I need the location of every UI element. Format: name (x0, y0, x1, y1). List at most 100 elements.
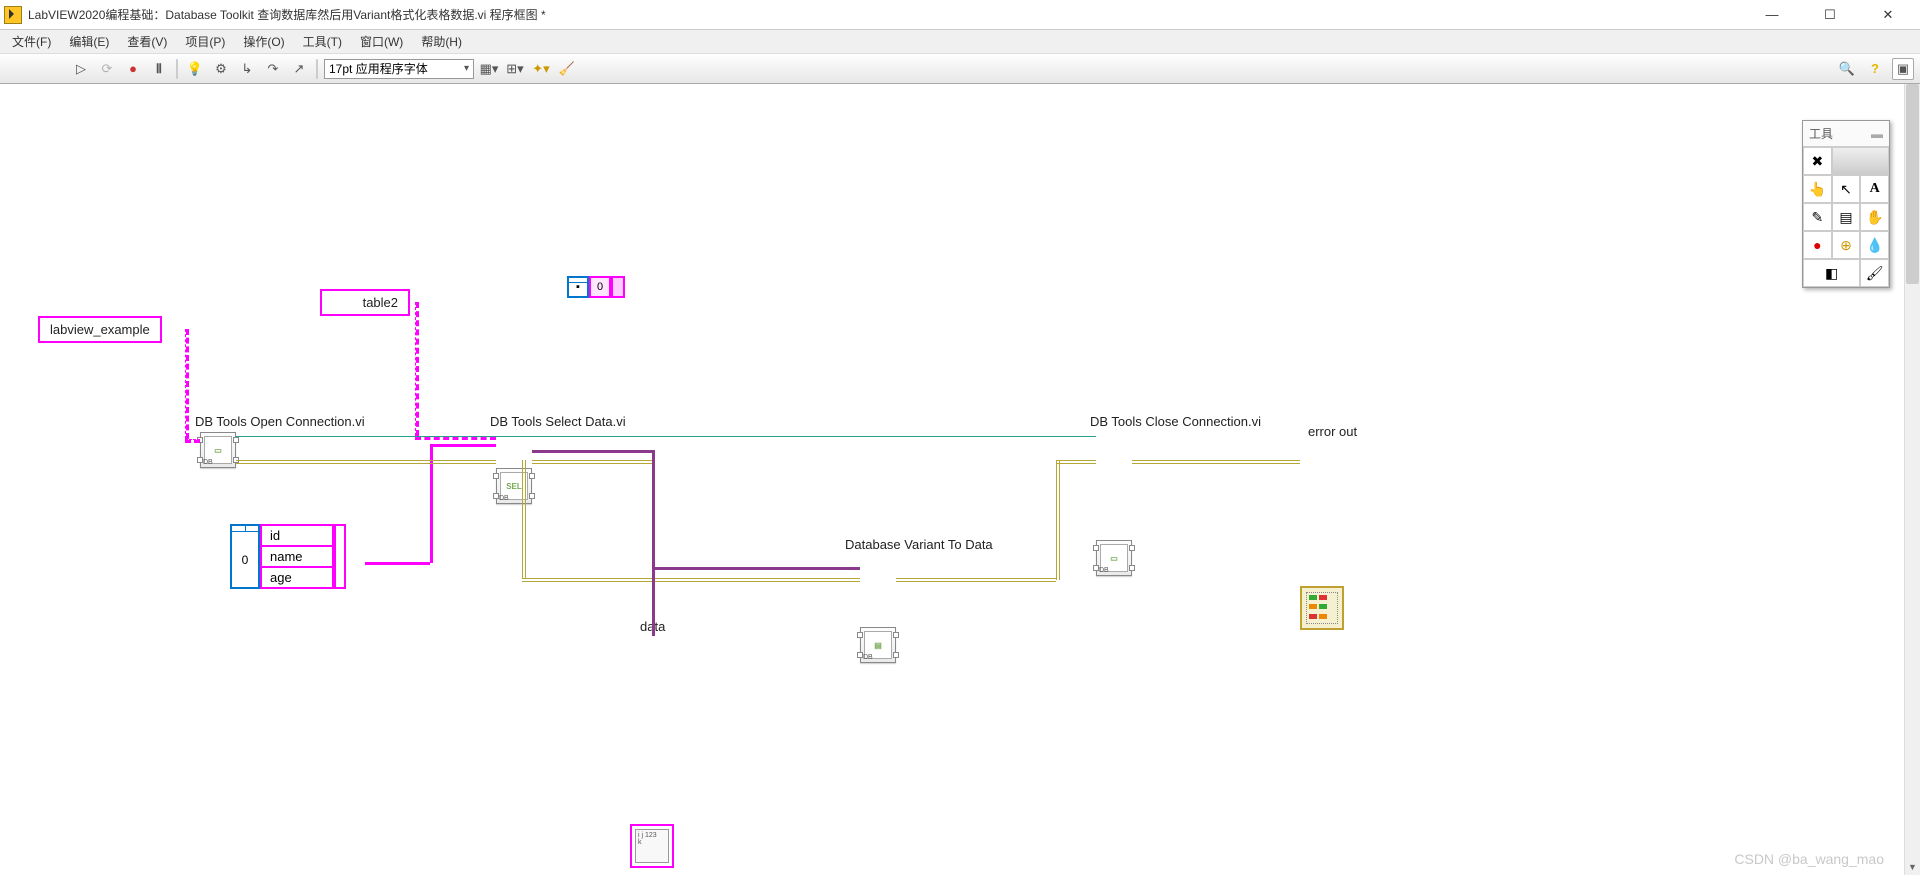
string-constant-table[interactable]: table2 (320, 289, 410, 316)
separator (176, 59, 178, 79)
indicator-data[interactable]: i j 123k (630, 824, 674, 868)
tool-scroll-icon[interactable]: ✋ (1860, 203, 1889, 231)
wire-error (236, 460, 496, 464)
cleanup-button[interactable]: 🧹 (556, 58, 578, 80)
distribute-button[interactable]: ⊞▾ (504, 58, 526, 80)
maximize-button[interactable]: ☐ (1810, 4, 1850, 26)
step-into-button[interactable]: ↳ (236, 58, 258, 80)
abort-button[interactable]: ● (122, 58, 144, 80)
scroll-down-icon[interactable]: ▼ (1905, 859, 1920, 875)
menu-tools[interactable]: 工具(T) (297, 31, 348, 52)
vi-label: DB Tools Open Connection.vi (195, 414, 365, 429)
retain-wire-button[interactable]: ⚙ (210, 58, 232, 80)
block-diagram-canvas[interactable]: labview_example table2 ▪ 0 0 id name age… (0, 84, 1904, 875)
menu-project[interactable]: 项目(P) (179, 31, 231, 52)
menu-file[interactable]: 文件(F) (6, 31, 57, 52)
vi-variant-to-data[interactable]: ▤DB (860, 627, 896, 663)
reorder-button[interactable]: ✦▾ (530, 58, 552, 80)
align-button[interactable]: ▦▾ (478, 58, 500, 80)
vi-select-data[interactable]: SELDB (496, 468, 532, 504)
vi-label: DB Tools Select Data.vi (490, 414, 626, 429)
tool-auto-icon[interactable]: ✖ (1803, 147, 1832, 175)
terminal (334, 524, 346, 589)
wire-error (522, 460, 526, 578)
run-cont-button[interactable]: ⟳ (96, 58, 118, 80)
tool-text-icon[interactable]: A (1860, 175, 1889, 203)
menu-operate[interactable]: 操作(O) (237, 31, 290, 52)
tool-auto-led[interactable] (1832, 147, 1889, 175)
tool-wire-icon[interactable]: ✎ (1803, 203, 1832, 231)
array-index: ▪ (567, 276, 589, 298)
title-bar: LabVIEW2020编程基础：Database Toolkit 查询数据库然后… (0, 0, 1920, 30)
wire-string (185, 439, 200, 443)
menu-bar: 文件(F) 编辑(E) 查看(V) 项目(P) 操作(O) 工具(T) 窗口(W… (0, 30, 1920, 54)
close-button[interactable]: ✕ (1868, 4, 1908, 26)
numeric-value: 0 (589, 276, 611, 298)
tool-color-copy-icon[interactable]: 💧 (1860, 231, 1889, 259)
wire-variant (652, 450, 655, 636)
separator (316, 59, 318, 79)
string-constant-connection[interactable]: labview_example (38, 316, 162, 343)
help-button[interactable]: ? (1864, 58, 1886, 80)
tool-operate-icon[interactable]: 👆 (1803, 175, 1832, 203)
run-button[interactable]: ▷ (70, 58, 92, 80)
tool-breakpoint-icon[interactable]: ● (1803, 231, 1832, 259)
search-button[interactable]: 🔍 (1836, 58, 1858, 80)
menu-window[interactable]: 窗口(W) (354, 31, 409, 52)
vertical-scrollbar[interactable]: ▲ ▼ (1904, 84, 1920, 875)
menu-edit[interactable]: 编辑(E) (63, 31, 115, 52)
palette-pin-icon[interactable]: ▬ (1871, 127, 1883, 141)
menu-view[interactable]: 查看(V) (121, 31, 173, 52)
vi-close-connection[interactable]: ▭DB (1096, 540, 1132, 576)
palette-title: 工具 (1809, 125, 1833, 142)
step-over-button[interactable]: ↷ (262, 58, 284, 80)
wire-error (522, 578, 860, 582)
wire-string-array (365, 562, 430, 565)
wire-error (1056, 460, 1096, 464)
wire-error (532, 460, 654, 464)
terminal (611, 276, 625, 298)
watermark: CSDN @ba_wang_mao (1734, 851, 1884, 867)
array-index-value: 0 (232, 532, 258, 587)
vi-open-connection[interactable]: ▭DB (200, 432, 236, 468)
toolbar: ▷ ⟳ ● Ⅱ 💡 ⚙ ↳ ↷ ↗ 17pt 应用程序字体 ▦▾ ⊞▾ ✦▾ 🧹… (0, 54, 1920, 84)
array-body: id name age (260, 524, 334, 589)
array-element: name (262, 547, 332, 568)
wire-error (1056, 460, 1060, 580)
wire-string (185, 329, 189, 439)
scrollbar-thumb[interactable] (1906, 84, 1919, 284)
window-title: LabVIEW2020编程基础：Database Toolkit 查询数据库然后… (28, 6, 1752, 23)
vi-label: Database Variant To Data (845, 537, 993, 552)
context-help-icon[interactable]: ▣ (1892, 58, 1914, 80)
wire-string-array (430, 444, 496, 447)
tools-palette[interactable]: 工具 ▬ ✖ 👆 ↖ A ✎ ▤ ✋ ● ⊕ 💧 ◧ 🖌 (1802, 120, 1890, 288)
numeric-constant[interactable]: ▪ 0 (567, 276, 625, 298)
wire-refnum (236, 436, 1096, 437)
highlight-exec-button[interactable]: 💡 (184, 58, 206, 80)
wire-error (1132, 460, 1300, 464)
minimize-button[interactable]: — (1752, 4, 1792, 26)
indicator-error-out[interactable] (1300, 586, 1344, 630)
font-label: 17pt 应用程序字体 (329, 60, 428, 77)
array-element: id (262, 526, 332, 547)
indicator-label: error out (1308, 424, 1357, 439)
tool-color-fg-bg-icon[interactable]: ◧ (1803, 259, 1860, 287)
app-icon (4, 6, 22, 24)
wire-error (896, 578, 1056, 582)
tool-probe-icon[interactable]: ⊕ (1832, 231, 1861, 259)
array-index-box: 0 (230, 524, 260, 589)
pause-button[interactable]: Ⅱ (148, 58, 170, 80)
font-selector[interactable]: 17pt 应用程序字体 (324, 59, 474, 79)
wire-string (415, 302, 419, 436)
wire-variant (532, 450, 654, 453)
string-const-value: labview_example (38, 316, 162, 343)
step-out-button[interactable]: ↗ (288, 58, 310, 80)
menu-help[interactable]: 帮助(H) (415, 31, 468, 52)
tool-shortcut-icon[interactable]: ▤ (1832, 203, 1861, 231)
tool-color-icon[interactable]: 🖌 (1860, 259, 1889, 287)
tool-position-icon[interactable]: ↖ (1832, 175, 1861, 203)
vi-label: DB Tools Close Connection.vi (1090, 414, 1261, 429)
array-constant-columns[interactable]: 0 id name age (230, 524, 346, 589)
string-const-value: table2 (320, 289, 410, 316)
array-element: age (262, 568, 332, 587)
